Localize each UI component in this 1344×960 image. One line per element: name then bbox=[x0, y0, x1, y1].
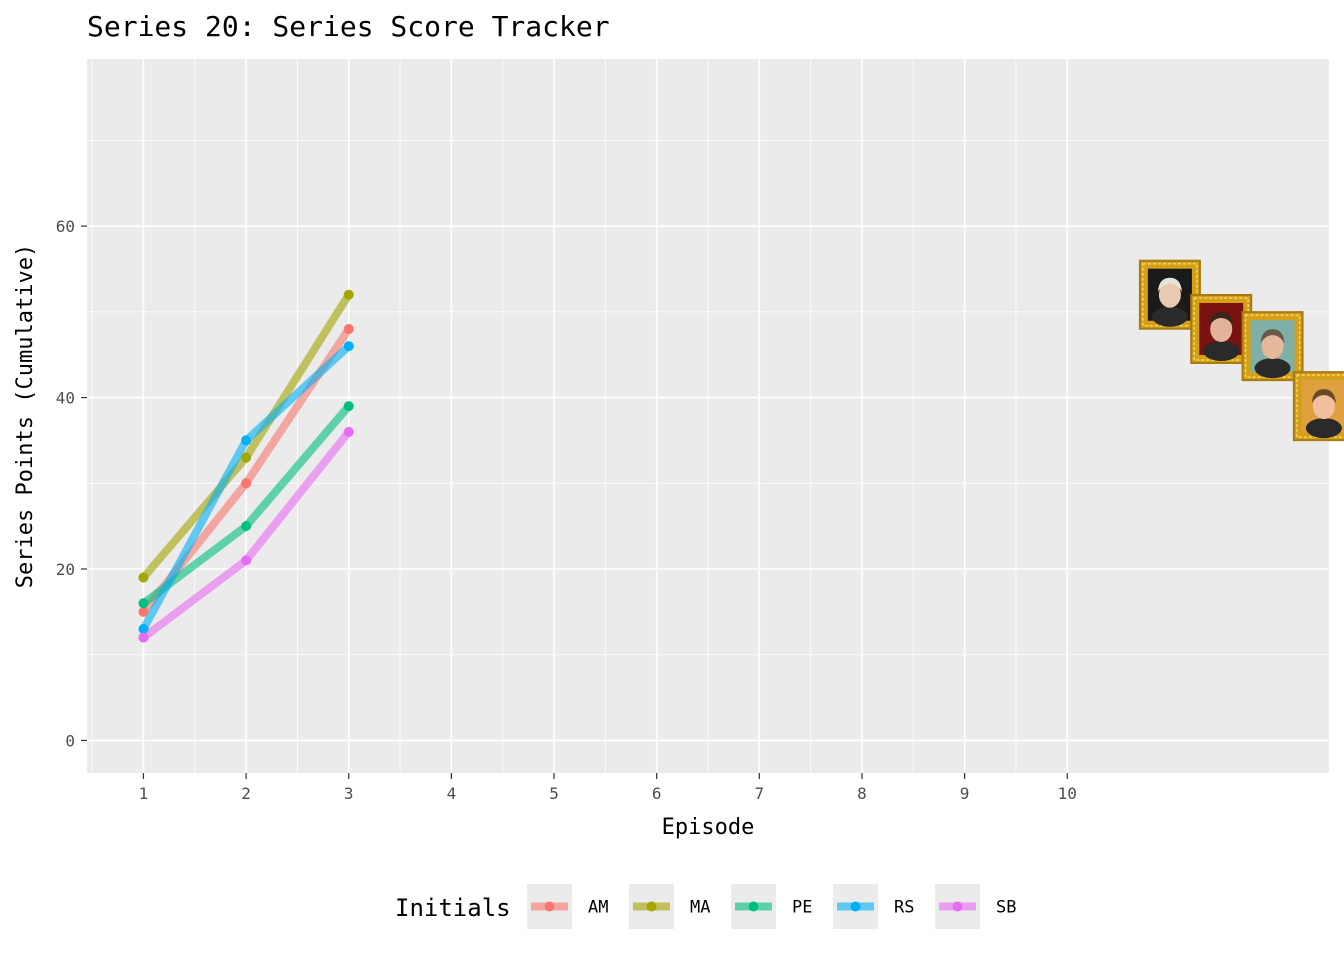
data-point-am bbox=[138, 606, 149, 617]
legend-item-pe: PE bbox=[731, 884, 812, 929]
portrait-hair bbox=[1260, 329, 1285, 344]
data-point-pe bbox=[138, 598, 149, 609]
data-point-rs bbox=[138, 624, 149, 634]
portrait-face bbox=[1312, 393, 1335, 420]
x-tick-label: 9 bbox=[960, 784, 970, 803]
x-tick-label: 4 bbox=[447, 784, 457, 803]
portrait-shoulders bbox=[1151, 306, 1188, 327]
data-point-rs bbox=[241, 435, 252, 446]
legend-key-point bbox=[952, 901, 963, 912]
x-tick-label: 7 bbox=[755, 784, 765, 803]
data-point-sb bbox=[343, 426, 354, 437]
portrait-shoulders bbox=[1254, 358, 1291, 379]
portrait-face bbox=[1158, 281, 1181, 308]
legend-label: SB bbox=[996, 898, 1016, 918]
legend-item-sb: SB bbox=[935, 884, 1016, 929]
legend-label: MA bbox=[690, 898, 710, 918]
y-tick-label: 60 bbox=[56, 217, 75, 236]
data-point-pe bbox=[241, 521, 252, 532]
data-point-sb bbox=[138, 632, 149, 643]
framed-portrait-icon bbox=[1241, 311, 1304, 382]
x-axis: 1 2 3 4 5 6 7 8 9 10 bbox=[139, 773, 1077, 803]
data-point-pe bbox=[343, 401, 354, 412]
portrait-hair bbox=[1311, 389, 1336, 404]
portrait-face bbox=[1210, 316, 1233, 342]
data-point-ma bbox=[241, 452, 252, 463]
legend-item-rs: RS bbox=[833, 884, 914, 929]
x-tick-label: 6 bbox=[652, 784, 662, 803]
x-tick-label: 10 bbox=[1058, 784, 1077, 803]
x-tick-label: 8 bbox=[857, 784, 867, 803]
portrait-face bbox=[1261, 333, 1284, 360]
data-point-sb bbox=[241, 555, 252, 566]
data-point-ma bbox=[138, 572, 149, 583]
framed-portrait-icon bbox=[1190, 294, 1253, 364]
x-tick-label: 1 bbox=[139, 784, 149, 803]
y-tick-label: 40 bbox=[56, 389, 75, 408]
x-tick-label: 2 bbox=[241, 784, 251, 803]
legend: Initials AM MA PE RS SB bbox=[395, 884, 1016, 929]
portrait-shoulders bbox=[1305, 418, 1342, 439]
x-tick-label: 3 bbox=[344, 784, 354, 803]
legend-key-point bbox=[646, 901, 657, 912]
legend-item-am: AM bbox=[527, 884, 608, 929]
legend-label: PE bbox=[792, 898, 812, 918]
portrait-hair bbox=[1157, 277, 1182, 292]
legend-key-point bbox=[544, 901, 555, 912]
y-tick-label: 0 bbox=[65, 731, 75, 750]
framed-portrait-icon bbox=[1292, 371, 1344, 442]
data-point-am bbox=[241, 478, 252, 489]
y-tick-label: 20 bbox=[56, 560, 75, 579]
data-point-am bbox=[343, 324, 354, 334]
legend-title: Initials bbox=[395, 894, 511, 922]
data-point-rs bbox=[343, 341, 354, 352]
legend-key-point bbox=[748, 901, 759, 912]
series-points bbox=[138, 289, 354, 643]
legend-label: RS bbox=[894, 898, 914, 918]
x-tick-label: 5 bbox=[549, 784, 559, 803]
portraits bbox=[1138, 259, 1344, 442]
framed-portrait-icon bbox=[1138, 259, 1201, 330]
minor-gridlines bbox=[87, 59, 1329, 773]
legend-item-ma: MA bbox=[629, 884, 710, 929]
legend-label: AM bbox=[588, 898, 608, 918]
portrait-hair bbox=[1209, 312, 1234, 326]
x-axis-title: Episode bbox=[662, 815, 755, 840]
portrait-shoulders bbox=[1203, 341, 1240, 361]
major-gridlines bbox=[87, 59, 1329, 773]
legend-key-point bbox=[850, 901, 861, 912]
data-point-ma bbox=[343, 289, 354, 300]
chart-title: Series 20: Series Score Tracker bbox=[87, 10, 610, 43]
y-axis: 0 20 40 60 bbox=[56, 217, 87, 750]
y-axis-title: Series Points (Cumulative) bbox=[13, 244, 38, 588]
